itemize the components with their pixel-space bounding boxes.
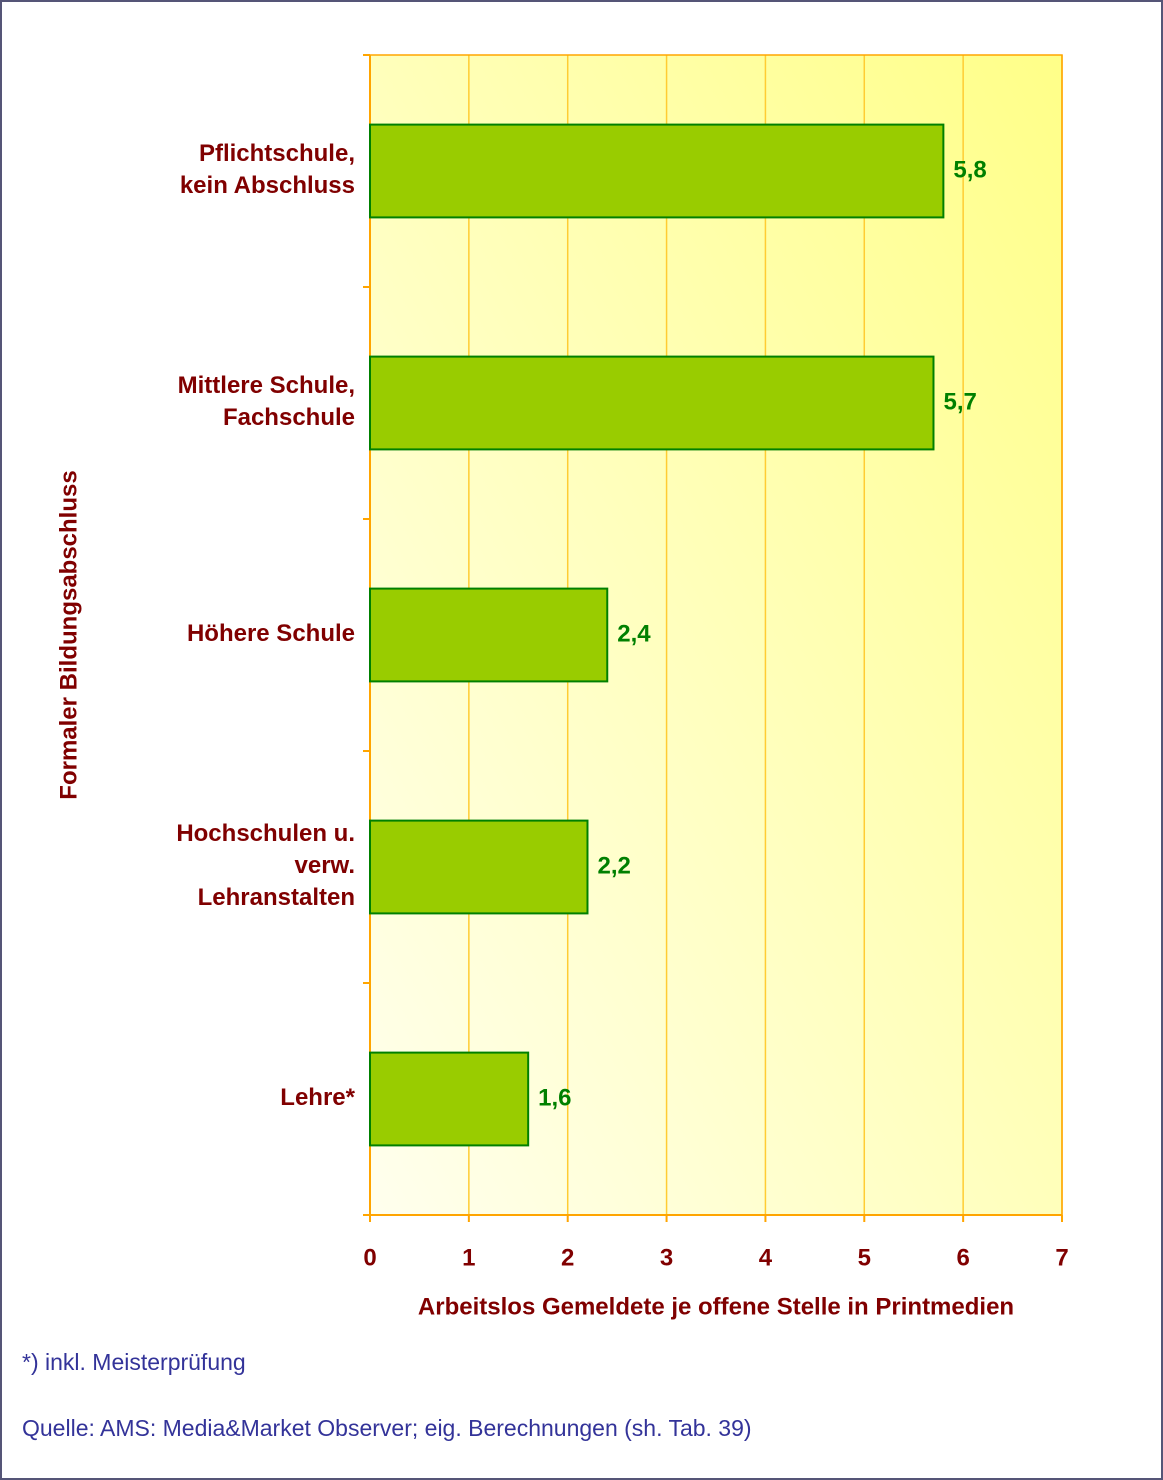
x-axis-title: Arbeitslos Gemeldete je offene Stelle in… — [418, 1293, 1014, 1320]
x-tick-label: 1 — [462, 1244, 475, 1271]
y-axis-title: Formaler Bildungsabschluss — [55, 470, 82, 799]
value-label: 2,4 — [617, 620, 651, 647]
value-label: 2,2 — [597, 852, 630, 879]
value-label: 1,6 — [538, 1084, 571, 1111]
source: Quelle: AMS: Media&Market Observer; eig.… — [22, 1415, 752, 1441]
x-tick-label: 2 — [561, 1244, 574, 1271]
y-tick-label: Höhere Schule — [187, 620, 355, 647]
footnote: *) inkl. Meisterprüfung — [22, 1349, 246, 1375]
x-tick-label: 6 — [956, 1244, 969, 1271]
y-tick-label: Pflichtschule, kein Abschluss — [180, 140, 355, 199]
value-label: 5,7 — [943, 388, 976, 415]
y-tick-label: Lehre* — [280, 1084, 355, 1111]
x-tick-label: 0 — [363, 1244, 376, 1271]
x-tick-label: 7 — [1055, 1244, 1068, 1271]
y-tick-label: Mittlere Schule, Fachschule — [178, 372, 355, 431]
x-tick-label: 3 — [660, 1244, 673, 1271]
y-tick-label: Hochschulen u. verw. Lehranstalten — [176, 820, 355, 911]
bar — [369, 355, 935, 451]
bar — [369, 587, 609, 683]
bar — [369, 123, 945, 219]
x-tick-label: 5 — [858, 1244, 871, 1271]
value-label: 5,8 — [953, 156, 986, 183]
bar — [369, 819, 589, 915]
bar — [369, 1051, 530, 1147]
x-tick-label: 4 — [759, 1244, 773, 1271]
